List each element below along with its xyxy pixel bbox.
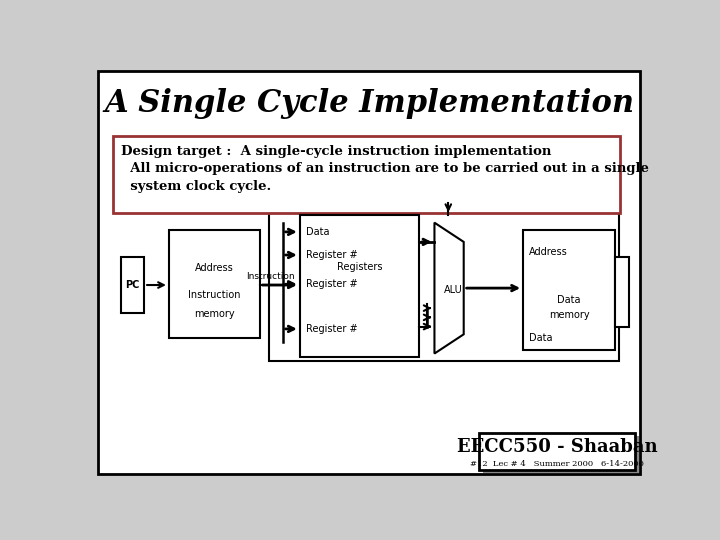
Polygon shape xyxy=(434,222,464,354)
Text: Data: Data xyxy=(529,333,553,343)
Bar xyxy=(121,257,144,313)
Bar xyxy=(269,211,619,361)
Text: PC: PC xyxy=(125,280,140,290)
Bar xyxy=(113,136,620,213)
Text: Design target :  A single-cycle instruction implementation: Design target : A single-cycle instructi… xyxy=(121,145,552,158)
Text: #12  Lec # 4   Summer 2000   6-14-2000: #12 Lec # 4 Summer 2000 6-14-2000 xyxy=(470,460,644,468)
Text: Registers: Registers xyxy=(337,262,382,272)
Bar xyxy=(300,215,419,357)
Text: Address: Address xyxy=(529,247,568,257)
Text: Data: Data xyxy=(306,227,329,237)
Text: Address: Address xyxy=(195,263,233,273)
Bar xyxy=(479,433,634,470)
Text: A Single Cycle Implementation: A Single Cycle Implementation xyxy=(104,88,634,119)
Text: EECC550 - Shaaban: EECC550 - Shaaban xyxy=(456,438,657,456)
Text: All micro-operations of an instruction are to be carried out in a single: All micro-operations of an instruction a… xyxy=(121,162,649,176)
Text: ALU: ALU xyxy=(444,285,463,295)
Text: Instruction: Instruction xyxy=(246,272,294,281)
Text: Register #: Register # xyxy=(306,324,358,334)
Text: Instruction: Instruction xyxy=(188,290,240,300)
Text: memory: memory xyxy=(194,309,235,320)
Bar xyxy=(168,231,260,338)
Bar xyxy=(523,231,616,350)
Text: system clock cycle.: system clock cycle. xyxy=(121,180,271,193)
Text: Register #: Register # xyxy=(306,279,358,289)
Text: Register #: Register # xyxy=(306,250,358,260)
Text: memory: memory xyxy=(549,310,590,320)
Bar xyxy=(616,257,629,327)
Bar xyxy=(483,436,639,473)
Text: Data: Data xyxy=(557,295,581,305)
